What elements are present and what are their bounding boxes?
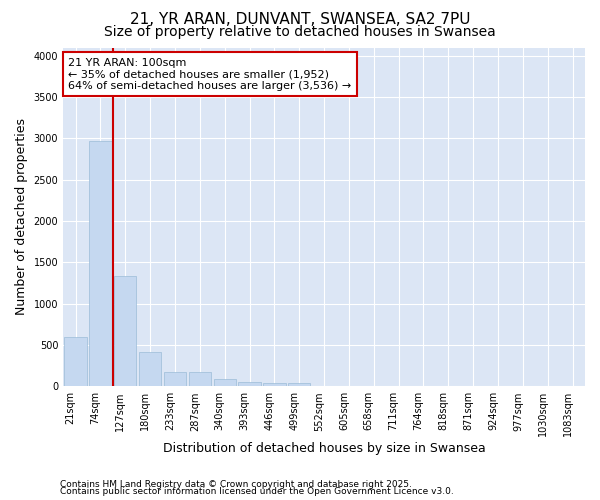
Bar — [64, 336, 87, 386]
Bar — [288, 382, 310, 386]
Text: 21, YR ARAN, DUNVANT, SWANSEA, SA2 7PU: 21, YR ARAN, DUNVANT, SWANSEA, SA2 7PU — [130, 12, 470, 28]
Bar — [139, 352, 161, 386]
Bar — [188, 372, 211, 386]
Bar — [164, 372, 186, 386]
Text: Contains public sector information licensed under the Open Government Licence v3: Contains public sector information licen… — [60, 487, 454, 496]
Text: 21 YR ARAN: 100sqm
← 35% of detached houses are smaller (1,952)
64% of semi-deta: 21 YR ARAN: 100sqm ← 35% of detached hou… — [68, 58, 352, 91]
X-axis label: Distribution of detached houses by size in Swansea: Distribution of detached houses by size … — [163, 442, 485, 455]
Y-axis label: Number of detached properties: Number of detached properties — [15, 118, 28, 316]
Bar — [238, 382, 261, 386]
Text: Contains HM Land Registry data © Crown copyright and database right 2025.: Contains HM Land Registry data © Crown c… — [60, 480, 412, 489]
Bar — [263, 382, 286, 386]
Bar — [214, 380, 236, 386]
Text: Size of property relative to detached houses in Swansea: Size of property relative to detached ho… — [104, 25, 496, 39]
Bar — [114, 276, 136, 386]
Bar — [89, 141, 112, 386]
